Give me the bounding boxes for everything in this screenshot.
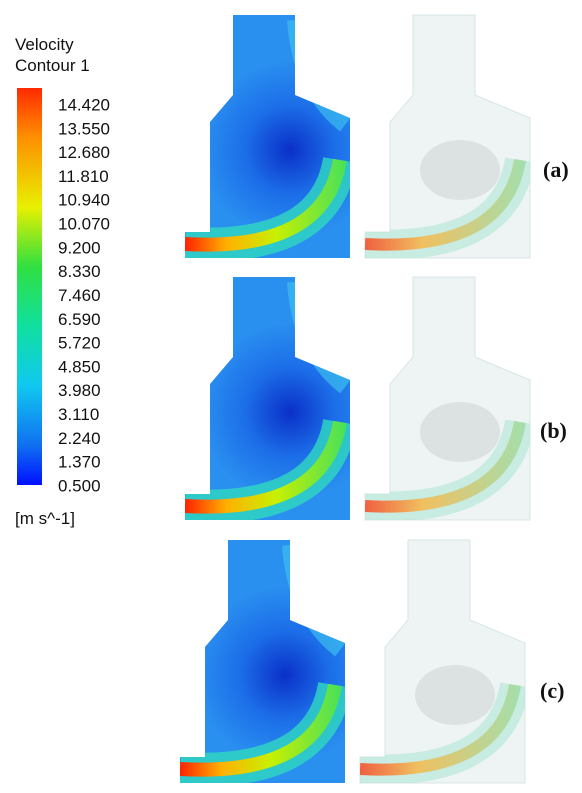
colorbar-tick-label: 8.330 — [58, 262, 101, 281]
colorbar-tick-label: 7.460 — [58, 286, 101, 305]
legend-subtitle: Contour 1 — [15, 56, 90, 75]
colorbar-tick-label: 12.680 — [58, 143, 110, 162]
colorbar-tick-label: 6.590 — [58, 310, 101, 329]
panel-a-images — [185, 15, 530, 258]
panel-b-images — [185, 277, 530, 520]
panel-label: (c) — [540, 678, 564, 703]
colorbar-tick-label: 1.370 — [58, 453, 101, 472]
colorbar-tick-label: 5.720 — [58, 334, 101, 353]
colorbar-tick-label: 3.980 — [58, 381, 101, 400]
panel-labels: (a) (b) (c) — [540, 157, 569, 703]
figure: Velocity Contour 1 14.420 13.550 12.680 11.… — [0, 0, 582, 793]
legend-unit: [m s^-1] — [15, 509, 75, 528]
colorbar-tick-label: 3.110 — [58, 405, 99, 424]
legend-title: Velocity — [15, 35, 74, 54]
panel-label: (b) — [540, 418, 567, 443]
colorbar-tick-label: 9.200 — [58, 238, 101, 257]
panel-label: (a) — [543, 157, 569, 182]
colorbar-tick-label: 10.070 — [58, 215, 110, 234]
colorbar-tick-label: 0.500 — [58, 476, 101, 495]
colorbar-ticks: 14.420 13.550 12.680 11.810 10.940 10.070 9.20… — [58, 95, 110, 495]
colorbar-tick-label: 14.420 — [58, 95, 110, 114]
panel-c-images — [180, 540, 525, 783]
colorbar-tick-label: 10.940 — [58, 191, 110, 210]
colorbar-tick-label: 4.850 — [58, 357, 101, 376]
colorbar-tick-label: 11.810 — [58, 167, 109, 186]
colorbar-tick-label: 13.550 — [58, 119, 110, 138]
colorbar — [17, 88, 42, 485]
colorbar-tick-label: 2.240 — [58, 429, 101, 448]
